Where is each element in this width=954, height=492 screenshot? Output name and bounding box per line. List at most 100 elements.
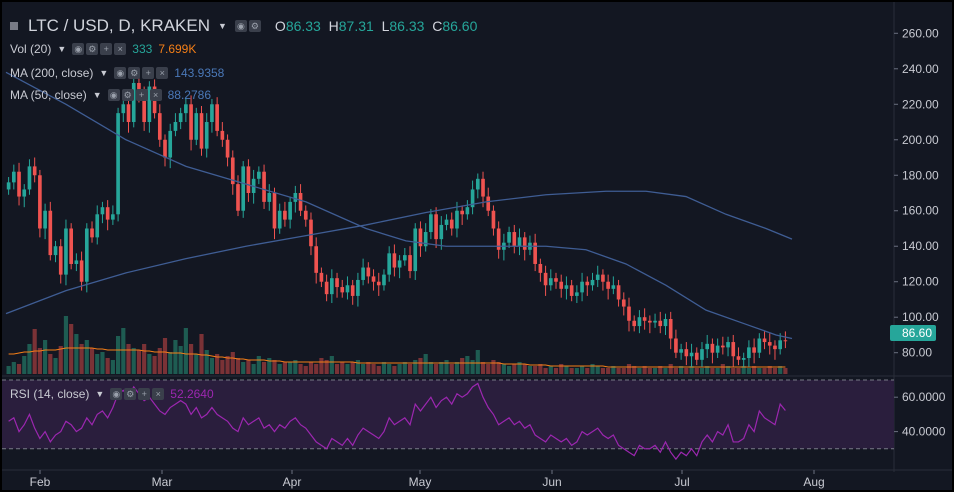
chevron-down-icon[interactable]: ▼ — [57, 44, 67, 54]
ma200-indicator-header: MA (200, close) ▼ ◉ ⚙ + × 143.9358 — [10, 66, 224, 80]
candle-body — [17, 171, 21, 197]
candle-body — [689, 352, 694, 357]
candle-down — [408, 246, 412, 279]
volume-bar — [402, 362, 407, 374]
rsi-tools: ◉ ⚙ + × — [110, 388, 165, 400]
volume-bar — [256, 356, 261, 374]
close-icon[interactable]: × — [149, 89, 162, 101]
eye-icon[interactable]: ◉ — [114, 67, 127, 79]
volume-bar — [136, 350, 142, 374]
settings-icon[interactable]: ⚙ — [128, 67, 141, 79]
candle-up — [121, 97, 126, 123]
candle-down — [335, 272, 339, 298]
price-axis[interactable]: 80.00 100.00 120.00 140.00 160.00 180.00 200.0… — [894, 26, 946, 439]
candle-body — [408, 255, 412, 272]
ma200-label[interactable]: MA (200, close) — [10, 66, 94, 80]
candle-body — [668, 318, 673, 339]
candle-body — [100, 207, 105, 215]
volume-bar — [43, 340, 48, 374]
header-tools: ◉ ⚙ — [234, 20, 261, 32]
settings-icon[interactable]: ⚙ — [86, 43, 99, 55]
rsi-label[interactable]: RSI (14, close) — [10, 387, 90, 401]
candle-body — [773, 345, 777, 350]
volume-bar — [512, 364, 517, 374]
candle-body — [491, 210, 496, 229]
candle-down — [58, 239, 63, 284]
time-axis[interactable]: Feb Mar Apr May Jun Jul Aug — [30, 470, 825, 489]
candles — [6, 75, 788, 367]
candle-body — [277, 210, 282, 229]
chevron-down-icon[interactable]: ▼ — [95, 389, 105, 399]
volume-bar — [314, 364, 319, 374]
volume-bar — [465, 356, 470, 374]
symbol-title[interactable]: LTC / USD, D, KRAKEN — [28, 16, 210, 35]
ma50-value: 88.2786 — [167, 88, 212, 102]
plus-icon[interactable]: + — [135, 89, 148, 101]
candle-down — [606, 274, 610, 300]
candle-body — [324, 281, 329, 295]
candle-body — [319, 272, 324, 282]
volume-bar — [762, 368, 767, 374]
candle-down — [340, 279, 345, 298]
candle-body — [590, 279, 595, 286]
volume-bar — [679, 366, 684, 374]
high-label: H — [328, 18, 339, 34]
ma50-line — [5, 71, 793, 340]
settings-icon[interactable]: ⚙ — [248, 20, 261, 32]
candle-body — [225, 139, 230, 158]
volume-bar — [235, 358, 241, 374]
vol-label[interactable]: Vol (20) — [10, 42, 52, 56]
chevron-down-icon[interactable]: ▼ — [92, 90, 102, 100]
candle-body — [507, 232, 511, 243]
volume-bar — [334, 364, 340, 374]
candle-body — [230, 157, 235, 185]
volume-bar — [449, 364, 454, 374]
close-icon[interactable]: × — [152, 388, 165, 400]
settings-icon[interactable]: ⚙ — [124, 388, 137, 400]
ma50-label[interactable]: MA (50, close) — [10, 88, 87, 102]
volume-bar — [658, 366, 663, 374]
volume-bar — [715, 368, 720, 374]
candle-down — [481, 171, 485, 208]
plus-icon[interactable]: + — [142, 67, 155, 79]
volume-bar — [37, 348, 42, 374]
ma200-line — [5, 190, 793, 315]
close-icon[interactable]: × — [156, 67, 169, 79]
chevron-down-icon[interactable]: ▼ — [99, 68, 109, 78]
rsi-panel — [2, 379, 894, 461]
volume-bar — [194, 354, 199, 374]
vol-indicator-header: Vol (20) ▼ ◉ ⚙ + × 333 7.699K — [10, 42, 196, 56]
candle-body — [220, 130, 225, 140]
candle-body — [267, 193, 272, 202]
candle-body — [48, 210, 53, 256]
eye-icon[interactable]: ◉ — [107, 89, 120, 101]
volume-bar — [183, 328, 188, 374]
candle-body — [434, 214, 438, 240]
candle-up — [168, 123, 173, 169]
settings-icon[interactable]: ⚙ — [121, 89, 134, 101]
close-icon[interactable]: × — [114, 43, 127, 55]
candle-up — [84, 223, 89, 293]
volume-bar — [272, 360, 277, 374]
candle-body — [293, 193, 298, 202]
volume-bar — [642, 366, 647, 374]
candle-up — [11, 164, 16, 190]
volume-bar — [507, 366, 512, 374]
candle-body — [460, 210, 464, 215]
volume-bar — [147, 354, 152, 374]
price-tick-label: 260.00 — [902, 26, 939, 40]
volume-bar — [157, 348, 162, 374]
plus-icon[interactable]: + — [100, 43, 113, 55]
volume-bar — [694, 368, 699, 374]
plus-icon[interactable]: + — [138, 388, 151, 400]
volume-bar — [168, 352, 173, 374]
volume-bar — [699, 368, 705, 374]
chevron-down-icon[interactable]: ▼ — [218, 21, 227, 31]
eye-icon[interactable]: ◉ — [72, 43, 85, 55]
volume-bar — [569, 368, 574, 374]
eye-icon[interactable]: ◉ — [110, 388, 123, 400]
price-tick-label: 100.00 — [902, 310, 939, 324]
eye-icon[interactable]: ◉ — [234, 20, 247, 32]
